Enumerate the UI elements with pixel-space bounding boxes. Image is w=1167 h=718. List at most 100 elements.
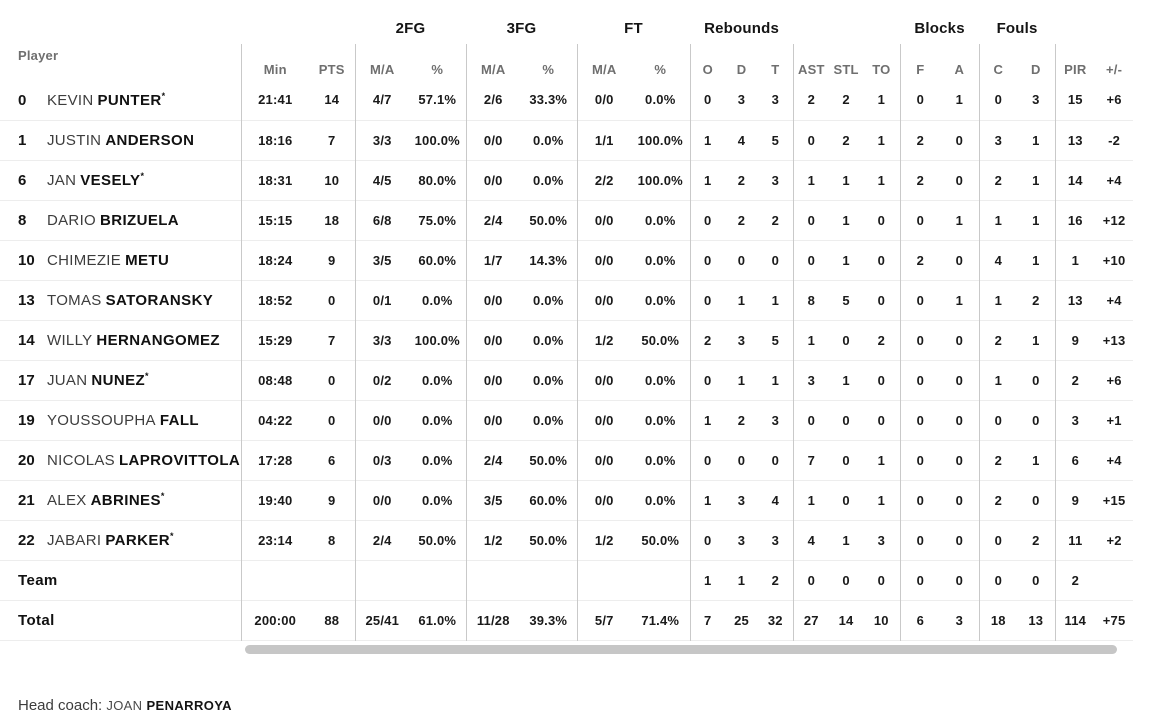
stat-assists: 3 xyxy=(792,360,830,400)
stat-ft-pct: 100.0% xyxy=(637,132,683,148)
player-last-name: METU xyxy=(125,251,170,269)
stat-2fg-ma: 3/5 xyxy=(354,240,409,280)
stat-ft-ma: 1/2 xyxy=(576,520,631,560)
stat-pir: 6 xyxy=(1054,440,1096,480)
stat-min: 18:31 xyxy=(240,160,309,200)
stat-fouls-drawn: 3 xyxy=(1032,92,1040,108)
stat-ft-ma: 0/0 xyxy=(576,240,631,280)
starter-asterisk: * xyxy=(145,371,149,381)
stat-fouls-drawn: 0 xyxy=(1032,372,1040,388)
player-cell: 1 JUSTIN ANDERSON xyxy=(0,120,241,160)
row-total: Total 200:00 88 25/41 61.0% 11/28 39.3% … xyxy=(0,600,1134,640)
column-header-to: TO xyxy=(872,62,891,77)
stat-3fg-ma xyxy=(465,560,520,600)
stat-steals: 0 xyxy=(842,492,850,508)
stat-fouls-committed: 2 xyxy=(978,480,1018,520)
stat-steals: 1 xyxy=(842,252,850,268)
stat-blocks-against: 0 xyxy=(955,572,964,588)
stat-reb-offensive: 2 xyxy=(689,320,726,360)
stat-plusminus: +4 xyxy=(1106,172,1122,188)
stat-plusminus: -2 xyxy=(1108,132,1121,148)
group-header-blocks: Blocks xyxy=(914,20,965,37)
row-anderson: 1 JUSTIN ANDERSON 18:16 7 3/3 100.0% 0/0 0… xyxy=(0,120,1134,160)
stat-3fg-ma: 0/0 xyxy=(465,280,520,320)
starter-asterisk: * xyxy=(161,90,166,101)
stat-2fg-ma: 2/4 xyxy=(354,520,409,560)
stat-reb-total: 3 xyxy=(771,532,779,548)
stat-plusminus: +1 xyxy=(1106,412,1122,428)
stat-ft-pct: 71.4% xyxy=(641,612,680,628)
stat-blocks-against: 0 xyxy=(955,172,964,188)
stat-pts: 10 xyxy=(324,172,340,188)
stat-blocks-against: 3 xyxy=(955,612,964,628)
row-brizuela: 8 DARIO BRIZUELA 15:15 18 6/8 75.0% 2/4 50… xyxy=(0,200,1134,240)
player-cell: 20 NICOLAS LAPROVITTOLA xyxy=(0,440,241,480)
player-last-name: NUNEZ xyxy=(91,372,146,389)
stat-blocks-for: 2 xyxy=(899,240,941,280)
stat-fouls-committed: 18 xyxy=(978,600,1018,640)
row-nunez: 17 JUAN NUNEZ* 08:48 0 0/2 0.0% 0/0 0.0% 0… xyxy=(0,360,1134,400)
stat-plusminus xyxy=(1095,560,1133,600)
stat-pts: 0 xyxy=(328,412,336,428)
stat-3fg-ma: 0/0 xyxy=(465,320,520,360)
stat-3fg-pct: 0.0% xyxy=(533,172,564,188)
column-header-plusminus: +/- xyxy=(1105,62,1123,77)
stat-turnovers: 1 xyxy=(877,132,886,148)
stat-blocks-for: 2 xyxy=(899,160,941,200)
stat-blocks-against: 0 xyxy=(955,452,964,468)
stat-blocks-for: 0 xyxy=(899,200,941,240)
stat-fouls-committed: 0 xyxy=(978,80,1018,120)
column-header-foul-d: D xyxy=(1031,62,1041,77)
player-number: 10 xyxy=(18,251,35,269)
stat-blocks-for: 2 xyxy=(899,120,941,160)
stat-3fg-pct: 0.0% xyxy=(533,372,564,388)
stat-3fg-ma: 11/28 xyxy=(465,600,520,640)
stat-2fg-pct: 0.0% xyxy=(422,492,453,508)
stat-ft-pct: 50.0% xyxy=(641,532,680,548)
stat-3fg-pct: 0.0% xyxy=(533,332,564,348)
group-header-row: 2FG 3FG FT Rebounds Blocks Fouls xyxy=(0,0,1133,44)
stat-2fg-pct: 61.0% xyxy=(418,612,457,628)
stat-pir: 9 xyxy=(1054,320,1096,360)
stat-pir: 13 xyxy=(1054,280,1096,320)
stat-turnovers: 2 xyxy=(877,332,886,348)
stat-turnovers: 1 xyxy=(877,92,886,108)
stat-pts: 18 xyxy=(324,212,340,228)
stat-fouls-drawn: 0 xyxy=(1032,492,1040,508)
player-cell: 21 ALEX ABRINES* xyxy=(0,480,241,520)
player-number: 20 xyxy=(18,451,35,469)
stat-turnovers: 3 xyxy=(877,532,886,548)
stat-steals: 1 xyxy=(842,212,850,228)
player-number: 6 xyxy=(18,172,27,189)
stat-reb-defensive: 4 xyxy=(737,132,746,148)
stat-pir: 2 xyxy=(1054,560,1096,600)
stat-pir: 15 xyxy=(1054,80,1096,120)
stat-blocks-against: 0 xyxy=(955,532,964,548)
player-cell: Team xyxy=(0,560,241,600)
stat-reb-total: 1 xyxy=(771,372,779,388)
stat-3fg-pct: 50.0% xyxy=(529,452,568,468)
stat-min: 17:28 xyxy=(240,440,309,480)
player-first-name: ALEX xyxy=(47,492,87,509)
stat-fouls-committed: 0 xyxy=(978,400,1018,440)
group-header-3fg: 3FG xyxy=(506,20,537,37)
stat-assists: 7 xyxy=(792,440,830,480)
player-number: 0 xyxy=(18,91,27,109)
column-header-reb-t: T xyxy=(771,62,780,77)
stat-ft-pct: 0.0% xyxy=(645,372,676,388)
stat-pir: 11 xyxy=(1054,520,1096,560)
column-header-stl: STL xyxy=(833,62,859,77)
player-number: 22 xyxy=(18,532,35,549)
player-number: 8 xyxy=(18,211,27,229)
stat-turnovers: 0 xyxy=(877,252,886,268)
stat-reb-defensive: 25 xyxy=(734,612,749,628)
horizontal-scrollbar-thumb[interactable] xyxy=(245,645,1117,654)
stat-blocks-for: 0 xyxy=(899,560,941,600)
stat-2fg-pct: 80.0% xyxy=(418,172,457,188)
stat-ft-pct: 0.0% xyxy=(645,292,676,308)
stat-blocks-against: 0 xyxy=(955,252,964,268)
stat-steals: 1 xyxy=(842,172,850,188)
stat-blocks-against: 1 xyxy=(955,292,964,308)
group-header-spacer xyxy=(1055,0,1133,44)
stat-2fg-ma: 0/0 xyxy=(354,480,409,520)
